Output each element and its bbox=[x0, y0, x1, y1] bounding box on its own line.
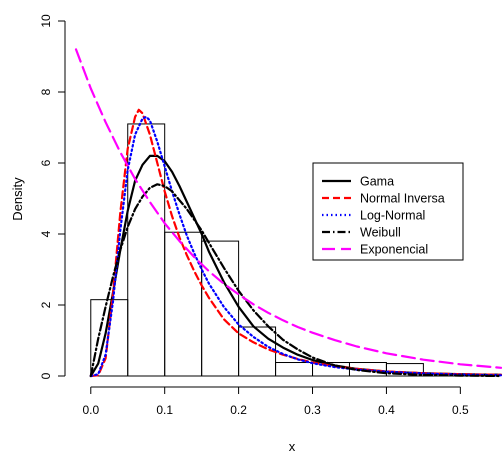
legend-label: Exponencial bbox=[360, 243, 428, 257]
y-tick-label: 4 bbox=[39, 230, 53, 237]
histogram-bar bbox=[164, 231, 203, 377]
legend-label: Normal Inversa bbox=[360, 192, 445, 206]
y-axis-label: Density bbox=[10, 177, 25, 221]
histogram-bar bbox=[238, 326, 277, 377]
histogram-bar bbox=[385, 363, 424, 377]
legend-label: Gama bbox=[360, 175, 394, 189]
x-axis: 0.0 0.1 0.2 0.3 0.4 0.5 bbox=[82, 386, 469, 417]
x-tick-label: 0.1 bbox=[156, 403, 173, 417]
y-tick-label: 2 bbox=[39, 301, 53, 308]
y-tick-label: 8 bbox=[39, 88, 53, 95]
y-axis-ticks: 0 2 4 6 8 10 bbox=[39, 14, 65, 379]
x-tick-label: 0.5 bbox=[452, 403, 469, 417]
x-axis-ticks: 0.0 0.1 0.2 0.3 0.4 0.5 bbox=[82, 387, 469, 417]
histogram-bar bbox=[275, 362, 314, 377]
x-tick-label: 0.2 bbox=[230, 403, 247, 417]
legend-box bbox=[312, 162, 464, 261]
legend-label: Weibull bbox=[360, 226, 401, 240]
x-tick-label: 0.3 bbox=[304, 403, 321, 417]
x-axis-label: x bbox=[289, 439, 296, 454]
x-tick-label: 0.4 bbox=[378, 403, 395, 417]
y-tick-label: 0 bbox=[39, 372, 53, 379]
legend: Gama Normal Inversa Log-Normal Weibull Expon… bbox=[312, 162, 464, 261]
density-curves bbox=[74, 48, 502, 378]
y-tick-label: 6 bbox=[39, 159, 53, 166]
y-tick-label: 10 bbox=[39, 14, 53, 28]
legend-items: Gama Normal Inversa Log-Normal Weibull Expon… bbox=[322, 175, 445, 257]
series-line-log-normal bbox=[89, 115, 502, 378]
x-tick-label: 0.0 bbox=[82, 403, 99, 417]
y-axis: 0 2 4 6 8 10 bbox=[39, 14, 66, 379]
series-line-weibull bbox=[89, 183, 502, 378]
series-line-exponencial bbox=[74, 48, 502, 369]
legend-label: Log-Normal bbox=[360, 209, 425, 223]
